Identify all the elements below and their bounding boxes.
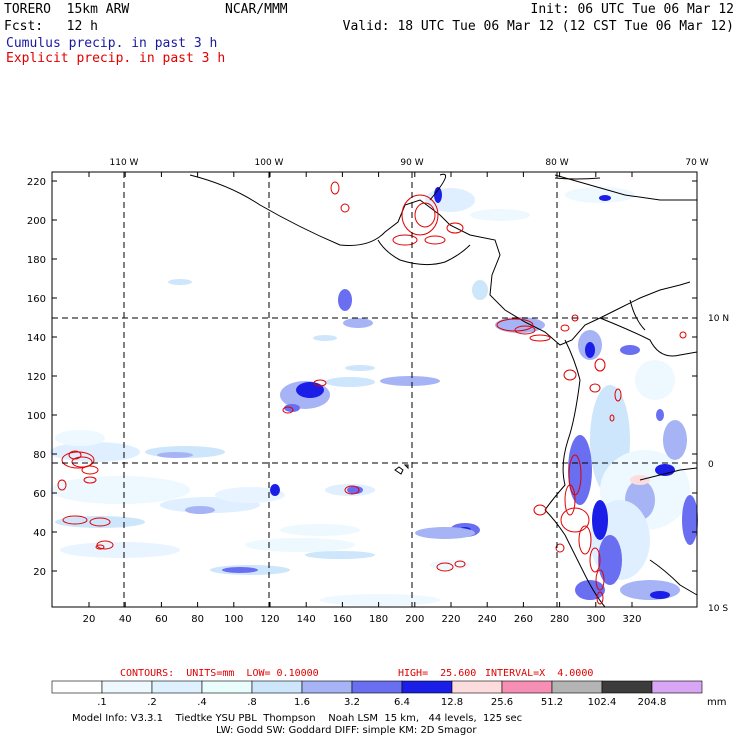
- colorbar-label: 6.4: [394, 697, 410, 708]
- colorbar-label: 12.8: [441, 697, 463, 708]
- y-tick-label: 20: [33, 567, 46, 578]
- x-tick-label: 100: [224, 614, 243, 625]
- x-tick-label: 220: [441, 614, 460, 625]
- latitude-label: 0: [708, 460, 714, 470]
- model-info-line1: Model Info: V3.3.1 Tiedtke YSU PBL Thomp…: [72, 713, 523, 724]
- x-tick-label: 280: [550, 614, 569, 625]
- colorbar-label: 204.8: [638, 697, 667, 708]
- x-tick-label: 80: [191, 614, 204, 625]
- x-tick-label: 140: [297, 614, 316, 625]
- cumulus-precip-shading: [50, 187, 698, 606]
- model-title: TORERO 15km ARW: [4, 2, 130, 17]
- longitude-label: 90 W: [400, 158, 423, 168]
- x-tick-label: 120: [260, 614, 279, 625]
- colorbar: [51, 680, 703, 694]
- x-tick-label: 320: [622, 614, 641, 625]
- colorbar-swatch: [651, 680, 703, 694]
- init-time: Init: 06 UTC Tue 06 Mar 12: [530, 2, 735, 17]
- colorbar-swatch: [401, 680, 453, 694]
- colorbar-label: .8: [247, 697, 257, 708]
- y-tick-label: 180: [27, 255, 46, 266]
- y-tick-label: 120: [27, 372, 46, 383]
- x-tick-label: 160: [333, 614, 352, 625]
- colorbar-label: 51.2: [541, 697, 563, 708]
- colorbar-swatch: [301, 680, 353, 694]
- contour-high: HIGH= 25.600: [398, 668, 477, 679]
- colorbar-swatch: [451, 680, 503, 694]
- latitude-label: 10 S: [708, 604, 728, 614]
- y-tick-label: 200: [27, 216, 46, 227]
- colorbar-swatch: [251, 680, 303, 694]
- latitude-labels: 10 N 0 10 S: [708, 314, 729, 614]
- longitude-labels: 110 W 100 W 90 W 80 W 70 W: [110, 158, 709, 168]
- colorbar-swatch: [601, 680, 653, 694]
- x-tick-label: 180: [369, 614, 388, 625]
- colorbar-swatch: [201, 680, 253, 694]
- y-tick-label: 60: [33, 489, 46, 500]
- x-tick-label: 40: [119, 614, 132, 625]
- valid-time: Valid: 18 UTC Tue 06 Mar 12 (12 CST Tue …: [342, 19, 734, 34]
- coastlines: [189, 173, 698, 608]
- org-label: NCAR/MMM: [225, 2, 288, 17]
- y-tick-label: 140: [27, 333, 46, 344]
- colorbar-swatch: [151, 680, 203, 694]
- colorbar-label: 25.6: [491, 697, 513, 708]
- contour-interval: INTERVAL=X 4.0000: [485, 668, 594, 679]
- longitude-label: 80 W: [545, 158, 568, 168]
- y-tick-marks: [52, 180, 697, 572]
- colorbar-label: 3.2: [344, 697, 360, 708]
- colorbar-swatch: [551, 680, 603, 694]
- y-tick-label: 220: [27, 177, 46, 188]
- forecast-hour: Fcst: 12 h: [4, 19, 98, 34]
- x-tick-label: 300: [586, 614, 605, 625]
- x-tick-labels: 20 40 60 80 100 120 140 160 180 200 220 240 260 280 30…: [83, 614, 642, 625]
- model-info-line2: LW: Godd SW: Goddard DIFF: simple KM: 2D…: [216, 725, 477, 736]
- y-tick-label: 160: [27, 294, 46, 305]
- x-tick-marks: [88, 172, 633, 607]
- colorbar-unit: mm: [707, 697, 727, 708]
- y-tick-labels: 220 200 180 160 140 120 100 80 60 40 20: [27, 177, 46, 578]
- colorbar-swatch: [501, 680, 553, 694]
- lat-lon-grid: [52, 172, 697, 607]
- contour-units: CONTOURS: UNITS=mm LOW= 0.10000: [120, 668, 319, 679]
- colorbar-swatch: [101, 680, 153, 694]
- longitude-label: 70 W: [685, 158, 708, 168]
- colorbar-label: .4: [197, 697, 207, 708]
- colorbar-label: .2: [147, 697, 157, 708]
- colorbar-swatch: [351, 680, 403, 694]
- explicit-field-label: Explicit precip. in past 3 h: [6, 51, 226, 66]
- x-tick-label: 60: [155, 614, 168, 625]
- colorbar-label: 102.4: [588, 697, 617, 708]
- x-tick-label: 260: [514, 614, 533, 625]
- colorbar-label: 1.6: [294, 697, 310, 708]
- longitude-label: 100 W: [255, 158, 284, 168]
- explicit-precip-contours: [57, 181, 687, 605]
- latitude-label: 10 N: [708, 314, 729, 324]
- colorbar-swatch: [51, 680, 103, 694]
- y-tick-label: 80: [33, 450, 46, 461]
- y-tick-label: 40: [33, 528, 46, 539]
- y-tick-label: 100: [27, 411, 46, 422]
- x-tick-label: 200: [405, 614, 424, 625]
- x-tick-label: 20: [83, 614, 96, 625]
- cumulus-field-label: Cumulus precip. in past 3 h: [6, 36, 218, 51]
- colorbar-label: .1: [97, 697, 107, 708]
- plot-frame: [51, 171, 698, 608]
- colorbar-labels: .1 .2 .4 .8 1.6 3.2 6.4 12.8 25.6 51.2 102.4 204.8: [97, 697, 666, 708]
- x-tick-label: 240: [478, 614, 497, 625]
- longitude-label: 110 W: [110, 158, 139, 168]
